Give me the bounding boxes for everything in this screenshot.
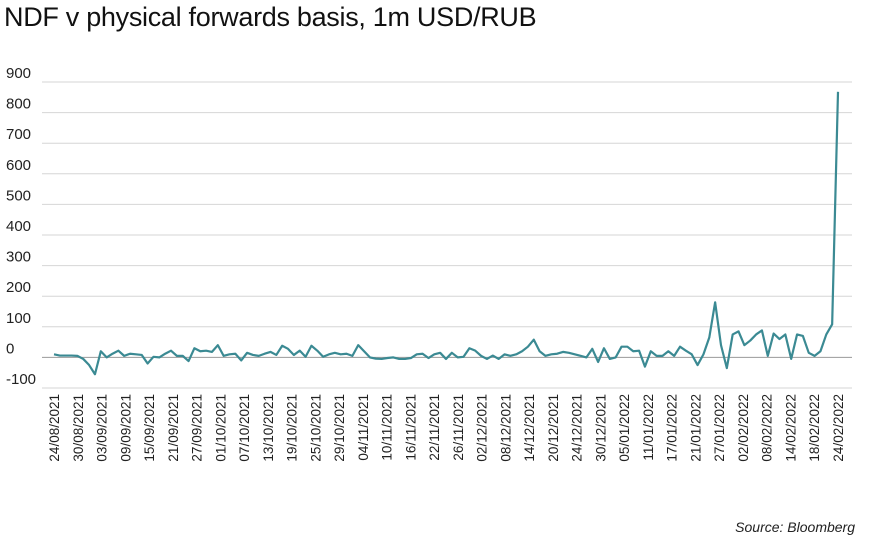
y-tick-label: 800 (6, 96, 31, 113)
y-tick-label: 0 (6, 340, 14, 357)
x-tick-label: 08/02/2022 (760, 394, 775, 462)
y-tick-label: 600 (6, 157, 31, 174)
x-tick-label: 20/12/2021 (546, 394, 561, 462)
x-tick-label: 26/11/2021 (451, 394, 466, 461)
x-tick-label: 24/08/2021 (47, 394, 62, 462)
x-tick-label: 17/01/2022 (665, 394, 680, 462)
x-tick-label: 05/01/2022 (617, 394, 632, 462)
x-tick-label: 04/11/2021 (356, 394, 371, 461)
chart-title: NDF v physical forwards basis, 1m USD/RU… (4, 2, 537, 32)
x-tick-label: 14/02/2022 (783, 394, 798, 462)
x-tick-label: 27/09/2021 (190, 394, 205, 462)
series-line (53, 91, 840, 376)
y-tick-label: 400 (6, 218, 31, 235)
x-tick-label: 24/02/2022 (831, 394, 846, 462)
y-tick-labels: 900 800 700 600 500 400 300 200 100 0 -100 (6, 65, 36, 388)
x-tick-label: 18/02/2022 (807, 394, 822, 462)
y-tick-label: 900 (6, 65, 31, 82)
x-tick-labels: 24/08/2021 30/08/2021 03/09/2021 09/09/2021… (47, 394, 846, 462)
x-tick-label: 19/10/2021 (285, 394, 300, 462)
x-tick-label: 03/09/2021 (95, 394, 110, 462)
x-tick-label: 22/11/2021 (427, 394, 442, 461)
x-tick-label: 30/08/2021 (71, 394, 86, 462)
x-tick-label: 01/10/2021 (213, 394, 228, 462)
y-tick-label: 100 (6, 310, 31, 327)
x-tick-label: 14/12/2021 (522, 394, 537, 462)
x-tick-label: 15/09/2021 (142, 394, 157, 462)
y-tick-label: 700 (6, 126, 31, 143)
x-tick-label: 21/09/2021 (166, 394, 181, 462)
x-tick-label: 29/10/2021 (332, 394, 347, 462)
x-tick-label: 30/12/2021 (593, 394, 608, 462)
x-tick-label: 11/01/2022 (641, 394, 656, 461)
y-tick-label: 200 (6, 279, 31, 296)
x-tick-label: 21/01/2022 (688, 394, 703, 462)
x-tick-label: 08/12/2021 (498, 394, 513, 462)
y-tick-label: 500 (6, 187, 31, 204)
x-tick-label: 10/11/2021 (380, 394, 395, 461)
x-tick-label: 02/02/2022 (736, 394, 751, 462)
x-tick-label: 07/10/2021 (237, 394, 252, 462)
x-tick-label: 09/09/2021 (118, 394, 133, 462)
x-tick-label: 02/12/2021 (475, 394, 490, 462)
x-tick-label: 13/10/2021 (261, 394, 276, 462)
y-tick-label: 300 (6, 249, 31, 266)
x-tick-label: 24/12/2021 (570, 394, 585, 462)
y-tick-label: -100 (6, 371, 36, 388)
x-tick-label: 27/01/2022 (712, 394, 727, 462)
x-tick-label: 25/10/2021 (308, 394, 323, 462)
source-note: Source: Bloomberg (735, 519, 855, 535)
series-group (53, 91, 840, 376)
x-tick-label: 16/11/2021 (403, 394, 418, 461)
